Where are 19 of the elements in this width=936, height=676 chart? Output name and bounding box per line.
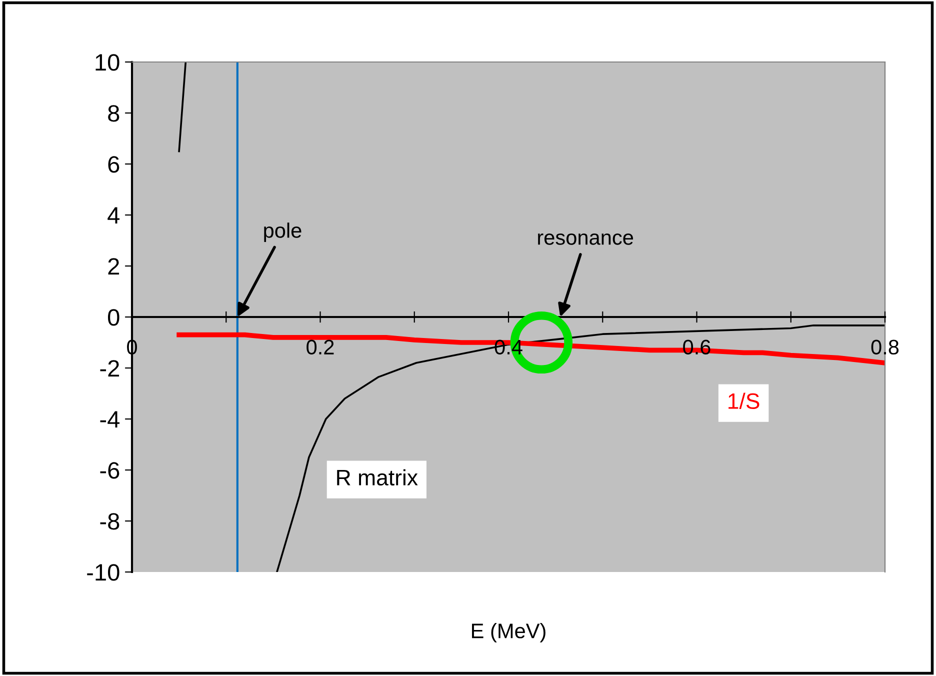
y-tick-label: 8 [108, 105, 120, 122]
y-tick-label: -2 [100, 360, 120, 377]
y-tick-label: 10 [96, 54, 120, 71]
y-tick-label: -4 [100, 411, 120, 428]
x-tick-label: 0.4 [494, 340, 522, 355]
series-label: 1/S [728, 392, 760, 410]
x-tick-label: 0.2 [306, 340, 334, 355]
y-tick-label: -6 [100, 462, 120, 479]
x-axis-title: E (MeV) [472, 623, 546, 642]
y-tick-label: -8 [100, 513, 120, 530]
y-tick-label: 0 [108, 309, 120, 326]
x-tick-label: 0.8 [871, 340, 899, 355]
annotation: pole [264, 222, 302, 242]
y-tick-label: 4 [108, 207, 120, 224]
y-tick-label: 2 [108, 258, 120, 275]
y-tick-label: -10 [87, 564, 120, 581]
y-tick-label: 6 [108, 156, 120, 173]
series-label: R matrix [337, 469, 418, 486]
annotation: resonance [538, 233, 634, 245]
